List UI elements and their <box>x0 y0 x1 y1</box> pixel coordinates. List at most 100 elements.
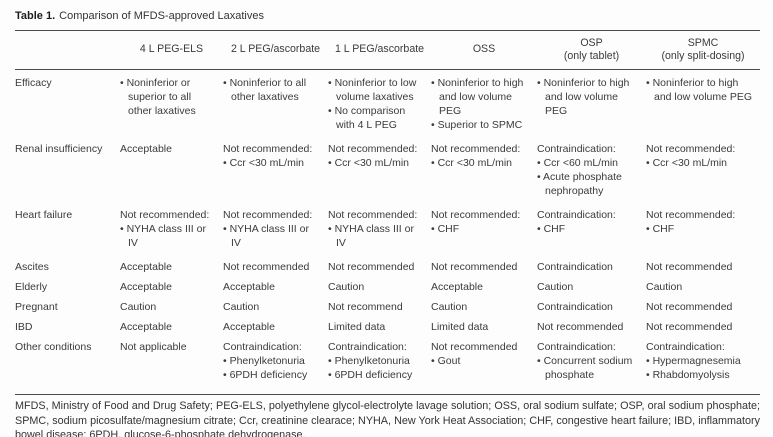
table-cell: Not recommended <box>328 260 431 280</box>
table-row: Efficacy • Noninferior or superior to all… <box>15 76 760 142</box>
row-label: Other conditions <box>15 341 92 353</box>
table-cell: Caution <box>223 300 328 320</box>
cell-text: Contraindication: <box>537 143 616 155</box>
laxatives-comparison-table: 4 L PEG-ELS 2 L PEG/ascorbate 1 L PEG/asco… <box>15 30 760 395</box>
column-header: SPMC (only split-dosing) <box>646 31 760 69</box>
cell-text: Not recommended: <box>120 209 210 221</box>
column-header: 2 L PEG/ascorbate <box>223 31 328 69</box>
cell-bullet-item: • 6PDH deficiency <box>328 369 413 381</box>
table-cell: Contraindication: • Ccr <60 mL/min • Acute… <box>537 142 646 208</box>
cell-bullet-item: • No comparison with 4 L PEG <box>328 105 406 131</box>
cell-bullet-item: • CHF <box>646 223 675 235</box>
cell-bullet-item: • Noninferior to high and low volume PEG <box>646 77 753 103</box>
column-header-line: 1 L PEG/ascorbate <box>334 43 425 56</box>
column-header: 1 L PEG/ascorbate <box>328 31 431 69</box>
cell-text: Not recommended: <box>431 143 521 155</box>
table-header-row: 4 L PEG-ELS 2 L PEG/ascorbate 1 L PEG/asco… <box>15 31 760 70</box>
cell-bullet-item: • Ccr <30 mL/min <box>328 157 409 169</box>
table-cell: Acceptable <box>120 260 223 280</box>
column-header: OSS <box>431 31 537 69</box>
cell-text: Contraindication: <box>537 209 616 221</box>
table-cell: Caution <box>431 300 537 320</box>
table-cell: Not recommended <box>646 260 760 280</box>
table-cell: Caution <box>120 300 223 320</box>
table-cell: Not recommended <box>537 320 646 340</box>
cell-bullet-item: • Acute phosphate nephropathy <box>537 171 622 197</box>
table-footnote: MFDS, Ministry of Food and Drug Safety; … <box>15 400 760 437</box>
cell-text: Not recommend <box>328 301 403 313</box>
cell-bullet-item: • CHF <box>431 223 460 235</box>
table-number-label: Table 1. <box>15 10 56 22</box>
cell-bullet-item: • NYHA class III or IV <box>120 223 206 249</box>
table-cell: Not recommended: • CHF <box>431 208 537 260</box>
table-row: Other conditions Not applicable Contraindi… <box>15 340 760 392</box>
cell-text: Not recommended <box>646 301 733 313</box>
cell-text: Acceptable <box>120 143 172 155</box>
table-cell: Acceptable <box>431 280 537 300</box>
row-label: Efficacy <box>15 77 52 89</box>
table-cell: • Noninferior or superior to all other l… <box>120 76 223 142</box>
cell-bullet-item: • 6PDH deficiency <box>223 369 308 381</box>
cell-bullet-item: • Phenylketonuria <box>223 355 305 367</box>
cell-text: Caution <box>120 301 157 313</box>
cell-text: Contraindication: <box>537 341 616 353</box>
column-header-line: (only split-dosing) <box>661 50 745 62</box>
table-cell: Contraindication <box>537 300 646 320</box>
row-label: Heart failure <box>15 209 73 221</box>
cell-text: Contraindication <box>537 261 613 273</box>
table-cell: • Noninferior to all other laxatives <box>223 76 328 142</box>
table-cell: Not recommended <box>223 260 328 280</box>
cell-text: Not recommended <box>537 321 624 333</box>
table-cell: Acceptable <box>223 320 328 340</box>
table-cell: Caution <box>328 280 431 300</box>
column-header: 4 L PEG-ELS <box>120 31 223 69</box>
cell-bullet-item: • Ccr <30 mL/min <box>223 157 304 169</box>
cell-text: Contraindication <box>537 301 613 313</box>
table-row: Elderly Acceptable Acceptable Caution Accept… <box>15 280 760 300</box>
cell-bullet-item: • Phenylketonuria <box>328 355 410 367</box>
column-header-line: 2 L PEG/ascorbate <box>230 43 321 56</box>
table-cell: Not recommended: • Ccr <30 mL/min <box>223 142 328 208</box>
cell-text: Acceptable <box>431 281 483 293</box>
cell-text: Caution <box>537 281 574 293</box>
cell-text: Caution <box>646 281 683 293</box>
cell-text: Limited data <box>431 321 489 333</box>
cell-bullet-item: • CHF <box>537 223 566 235</box>
cell-text: Acceptable <box>223 281 275 293</box>
table-cell: Acceptable <box>223 280 328 300</box>
cell-text: Not recommended <box>328 261 415 273</box>
cell-text: Caution <box>431 301 468 313</box>
column-header <box>15 31 120 69</box>
table-cell: Not recommended: • Ccr <30 mL/min <box>431 142 537 208</box>
table-row: Renal insufficiency Acceptable Not recomme… <box>15 142 760 208</box>
cell-text: Contraindication: <box>328 341 407 353</box>
cell-text: Not recommended <box>646 321 733 333</box>
cell-bullet-item: • Gout <box>431 355 461 367</box>
column-header-line: OSP <box>580 36 603 49</box>
row-label: Elderly <box>15 281 48 293</box>
cell-text: Not recommended: <box>431 209 521 221</box>
cell-text: Not recommended: <box>328 209 418 221</box>
cell-text: Not recommended <box>223 261 310 273</box>
table-cell: Limited data <box>431 320 537 340</box>
cell-bullet-item: • Noninferior or superior to all other l… <box>120 77 196 117</box>
table-cell: Not applicable <box>120 340 223 392</box>
cell-bullet-item: • Noninferior to all other laxatives <box>223 77 307 103</box>
table-row: Heart failure Not recommended: • NYHA clas… <box>15 208 760 260</box>
column-header: OSP (only tablet) <box>537 31 646 69</box>
table-cell: Not recommended <box>646 320 760 340</box>
table-cell: • Noninferior to high and low volume PEG… <box>431 76 537 142</box>
column-header-line: (only tablet) <box>563 50 620 62</box>
cell-text: Not recommended: <box>223 143 313 155</box>
table-cell: • Noninferior to low volume laxatives • N… <box>328 76 431 142</box>
cell-bullet-item: • Ccr <30 mL/min <box>646 157 727 169</box>
row-label: Ascites <box>15 261 49 273</box>
table-cell: Acceptable <box>120 280 223 300</box>
table-cell: Caution <box>646 280 760 300</box>
cell-text: Acceptable <box>120 261 172 273</box>
cell-text: Not recommended <box>431 261 518 273</box>
cell-text: Acceptable <box>223 321 275 333</box>
cell-text: Not recommended: <box>646 209 736 221</box>
cell-text: Not recommended: <box>646 143 736 155</box>
table-cell: Not recommended <box>646 300 760 320</box>
